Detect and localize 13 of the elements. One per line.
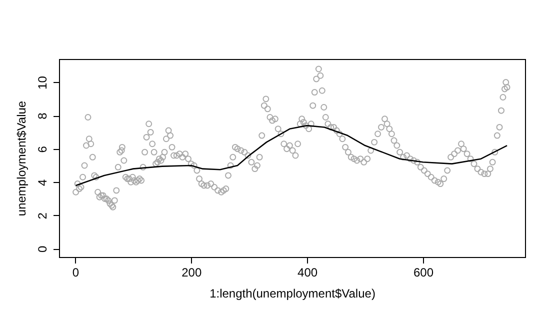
x-axis-title: 1:length(unemployment$Value) [210, 286, 376, 300]
x-tick-label: 600 [413, 266, 434, 280]
y-axis-title: unemployment$Value [14, 100, 28, 216]
x-tick-label: 0 [72, 266, 80, 280]
y-tick-label: 4 [36, 178, 50, 186]
y-tick-label: 8 [36, 112, 50, 120]
y-tick-label: 2 [36, 212, 50, 220]
y-tick-label: 6 [36, 146, 50, 153]
y-tick-label: 10 [36, 76, 50, 90]
x-tick-label: 200 [182, 266, 202, 280]
x-tick-label: 400 [298, 266, 318, 280]
line-series [75, 124, 508, 186]
y-tick-label: 0 [36, 246, 50, 253]
